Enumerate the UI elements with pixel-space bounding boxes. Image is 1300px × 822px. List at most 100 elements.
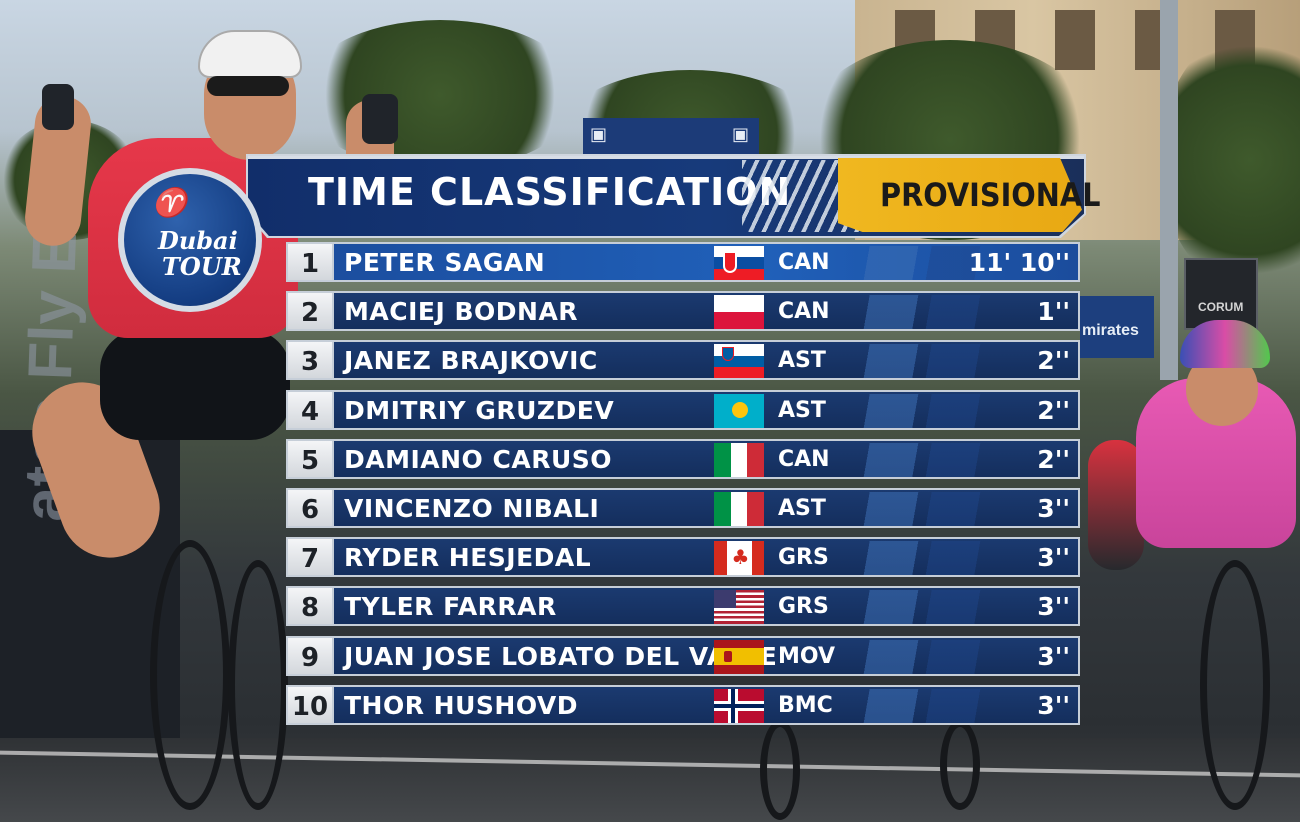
canada-flag: ♣: [714, 541, 764, 576]
rider2-helmet: [1180, 320, 1270, 368]
row-decoration: [918, 688, 988, 723]
row-decoration: [918, 344, 988, 379]
time-gap: 3'': [1037, 641, 1070, 671]
table-row: 5 DAMIANO CARUSO CAN 2'': [286, 438, 1080, 479]
table-row: 2 MACIEJ BODNAR CAN 1'': [286, 291, 1080, 332]
row-decoration: [918, 295, 988, 330]
time-gap: 3'': [1037, 543, 1070, 573]
row-decoration: [856, 688, 926, 723]
rider-glasses: [207, 76, 289, 96]
time-gap: 2'': [1037, 346, 1070, 376]
time-gap: 1'': [1037, 297, 1070, 327]
table-row: 9 JUAN JOSE LOBATO DEL VALLE MOV 3'': [286, 635, 1080, 676]
bike-wheel: [760, 720, 800, 820]
row-decoration: [918, 442, 988, 477]
position-number: 5: [286, 438, 334, 479]
rider-name: VINCENZO NIBALI: [344, 493, 600, 523]
row-decoration: [856, 639, 926, 674]
row-decoration: [918, 393, 988, 428]
position-number: 4: [286, 389, 334, 430]
position-number: 2: [286, 291, 334, 332]
rider-helmet: [198, 30, 302, 78]
kazakhstan-flag: [714, 393, 764, 428]
table-row: 10 THOR HUSHOVD BMC 3'': [286, 684, 1080, 725]
emirates-board: [1080, 296, 1154, 358]
italy-flag: [714, 491, 764, 526]
row-decoration: [856, 541, 926, 576]
table-row: 4 DMITRIY GRUZDEV AST 2'': [286, 389, 1080, 430]
position-number: 1: [286, 242, 334, 282]
row-decoration: [856, 393, 926, 428]
rider-name: TYLER FARRAR: [344, 592, 557, 622]
row-decoration: [856, 295, 926, 330]
team-code: GRS: [778, 594, 829, 620]
poland-flag: [714, 295, 764, 330]
palm-tree: [1160, 30, 1300, 290]
team-code: AST: [778, 397, 826, 423]
overhead-banner: [583, 118, 759, 154]
usa-flag: [714, 590, 764, 625]
row-decoration: [918, 639, 988, 674]
row-decoration: [856, 491, 926, 526]
slovakia-flag: [714, 246, 764, 280]
emirates-board-text: mirates: [1082, 322, 1139, 339]
palm-tree: [300, 20, 580, 170]
time-gap: 11' 10'': [968, 248, 1070, 277]
slovenia-flag: [714, 344, 764, 379]
corum-board: [1184, 258, 1258, 330]
time-gap: 2'': [1037, 444, 1070, 474]
table-row: 3 JANEZ BRAJKOVIC AST 2'': [286, 340, 1080, 381]
team-code: BMC: [778, 692, 833, 718]
standings-table: 1 PETER SAGAN CAN 11' 10'' 2 MACIEJ BODNAR CAN…: [286, 242, 1080, 734]
row-decoration: [918, 590, 988, 625]
rider-name: DMITRIY GRUZDEV: [344, 395, 615, 425]
row-decoration: [856, 246, 926, 280]
team-code: CAN: [778, 250, 830, 275]
rider-name: JANEZ BRAJKOVIC: [344, 346, 598, 376]
table-row: 6 VINCENZO NIBALI AST 3'': [286, 487, 1080, 528]
status-badge-text: PROVISIONAL: [880, 176, 1101, 214]
rider-name: JUAN JOSE LOBATO DEL VALLE: [344, 641, 778, 671]
time-gap: 3'': [1037, 592, 1070, 622]
row-decoration: [856, 442, 926, 477]
logo-text-line1: Dubai: [158, 226, 238, 255]
rider-name: THOR HUSHOVD: [344, 690, 579, 720]
rider-name: MACIEJ BODNAR: [344, 297, 579, 327]
spain-flag: [714, 639, 764, 674]
time-gap: 3'': [1037, 690, 1070, 720]
rider-name: PETER SAGAN: [344, 248, 546, 277]
graphic-title: TIME CLASSIFICATION: [308, 170, 792, 214]
cyclist-icon: ♈: [152, 186, 187, 219]
dubai-tour-logo: [124, 174, 256, 306]
team-code: MOV: [778, 643, 836, 669]
row-decoration: [856, 344, 926, 379]
corum-board-text: CORUM: [1198, 300, 1244, 314]
position-number: 3: [286, 340, 334, 381]
rider-name: DAMIANO CARUSO: [344, 444, 613, 474]
table-row: 1 PETER SAGAN CAN 11' 10'': [286, 242, 1080, 282]
front-wheel: [150, 540, 230, 810]
position-number: 10: [286, 684, 334, 725]
italy-flag: [714, 442, 764, 477]
banner-logo-icon: ▣: [590, 124, 608, 145]
rider-name: RYDER HESJEDAL: [344, 543, 592, 573]
status-badge: [838, 158, 1082, 232]
row-decoration: [918, 541, 988, 576]
team-code: CAN: [778, 299, 830, 325]
position-number: 8: [286, 586, 334, 627]
row-decoration: [918, 491, 988, 526]
rider2-wheel: [1200, 560, 1270, 810]
logo-text-line2: TOUR: [162, 252, 242, 281]
row-decoration: [856, 590, 926, 625]
table-row: 8 TYLER FARRAR GRS 3'': [286, 586, 1080, 627]
rear-wheel: [228, 560, 288, 810]
time-gap: 3'': [1037, 493, 1070, 523]
row-decoration: [918, 246, 988, 280]
table-row: 7 RYDER HESJEDAL ♣ GRS 3'': [286, 537, 1080, 578]
team-code: AST: [778, 495, 826, 521]
rider-shorts: [100, 330, 290, 440]
position-number: 9: [286, 635, 334, 676]
team-code: AST: [778, 348, 826, 374]
position-number: 7: [286, 537, 334, 578]
